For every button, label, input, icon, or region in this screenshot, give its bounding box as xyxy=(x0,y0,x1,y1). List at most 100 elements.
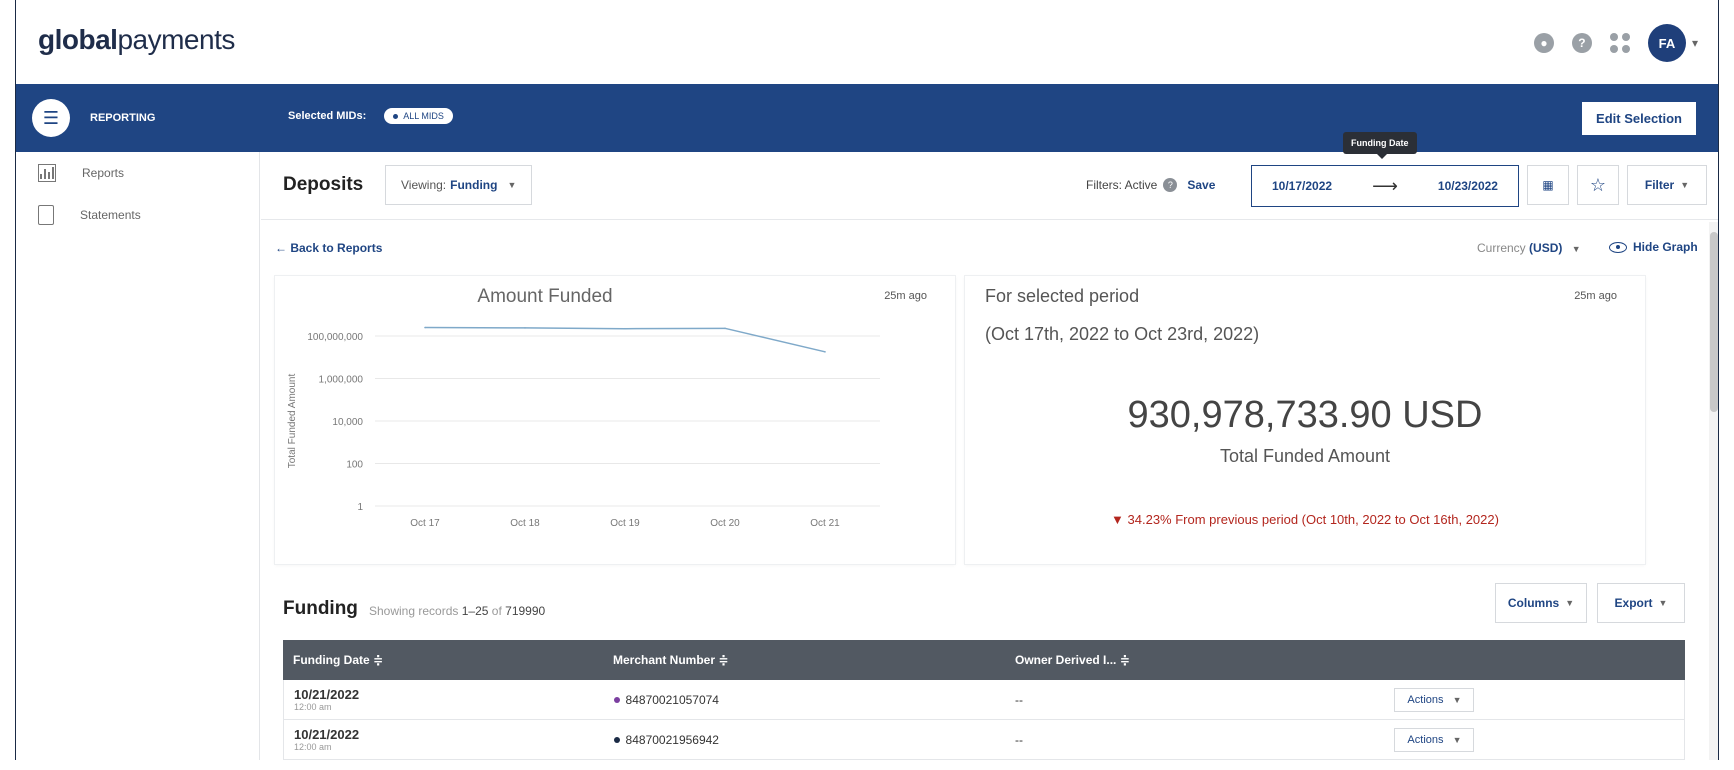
y-tick-label: 100 xyxy=(346,460,363,471)
date-from[interactable]: 10/17/2022 xyxy=(1272,179,1333,193)
status-dot-icon xyxy=(613,737,620,744)
owner-cell: -- xyxy=(1014,732,1023,747)
help-icon[interactable]: ? xyxy=(1163,178,1178,192)
records-prefix: Showing records xyxy=(369,604,459,618)
date-range-picker[interactable]: 10/17/2022 ⟶ 10/23/2022 xyxy=(1251,165,1519,207)
amount-funded-card: Amount Funded 25m ago 100,000,000 1,000,0… xyxy=(275,276,955,564)
avatar-caret-icon[interactable]: ▾ xyxy=(1691,36,1698,50)
data-point xyxy=(824,351,826,353)
x-tick-label: Oct 19 xyxy=(610,518,640,529)
actions-cell: Actions ▼ xyxy=(1394,727,1684,752)
filter-button[interactable]: Filter ▼ xyxy=(1627,165,1707,205)
top-header: globalpayments ● ? FA ▾ xyxy=(16,0,1718,84)
back-to-reports-link[interactable]: ← Back to Reports xyxy=(275,241,383,255)
sidebar: Reports Statements xyxy=(16,152,260,760)
filters-status: Filters: Active ? Save xyxy=(1086,178,1215,192)
records-count: Showing records 1–25 of 719990 xyxy=(369,604,545,618)
save-filter-link[interactable]: Save xyxy=(1187,178,1216,192)
actions-button[interactable]: Actions ▼ xyxy=(1394,687,1475,712)
export-label: Export xyxy=(1614,596,1653,610)
total-funded-value: 930,978,733.90 USD xyxy=(1127,394,1483,436)
table-row[interactable]: 10/21/2022 12:00 am 84870021057074 -- Ac… xyxy=(283,680,1685,720)
funding-time: 12:00 am xyxy=(294,742,332,752)
arrow-right-icon: ⟶ xyxy=(1372,175,1398,196)
merchant-cell: 84870021057074 xyxy=(604,693,1005,707)
selected-mids-label: Selected MIDs: xyxy=(288,110,367,122)
updated-timestamp: 25m ago xyxy=(884,290,927,302)
favorite-button[interactable]: ☆ xyxy=(1577,165,1619,205)
reporting-section[interactable]: ☰ REPORTING xyxy=(16,84,260,152)
edit-selection-button[interactable]: Edit Selection xyxy=(1582,102,1696,135)
avatar[interactable]: FA xyxy=(1647,24,1686,62)
col-funding-date[interactable]: Funding Date ≑ xyxy=(293,653,384,667)
x-tick-label: Oct 20 xyxy=(710,518,740,529)
notification-icon[interactable]: ● xyxy=(1533,33,1554,53)
actions-button[interactable]: Actions ▼ xyxy=(1394,727,1475,752)
y-tick-label: 100,000,000 xyxy=(307,332,363,343)
col-merchant-number[interactable]: Merchant Number ≑ xyxy=(613,653,729,667)
records-total: 719990 xyxy=(505,604,546,618)
all-mids-chip[interactable]: ALL MIDS xyxy=(384,108,453,124)
help-icon[interactable]: ? xyxy=(1571,33,1592,53)
brand-logo[interactable]: globalpayments xyxy=(38,24,235,56)
table-row[interactable]: 10/21/2022 12:00 am 84870021956942 -- Ac… xyxy=(283,720,1685,760)
sidebar-item-label: Statements xyxy=(80,208,141,222)
sidebar-item-statements[interactable]: Statements xyxy=(16,194,259,236)
page-title: Deposits xyxy=(283,174,364,195)
chevron-down-icon: ▼ xyxy=(1571,244,1581,254)
export-button[interactable]: Export ▼ xyxy=(1597,583,1685,623)
chart-title: Amount Funded xyxy=(477,286,613,307)
deposits-toolbar: Deposits Viewing: Funding ▼ Filters: Act… xyxy=(261,132,1718,220)
viewing-value: Funding xyxy=(450,178,498,192)
actions-cell: Actions ▼ xyxy=(1394,687,1684,712)
table-header: Funding Date ≑ Merchant Number ≑ Owner D… xyxy=(283,640,1685,680)
data-point xyxy=(724,327,726,330)
funding-title: Funding xyxy=(283,598,358,619)
chevron-down-icon: ▼ xyxy=(1565,598,1575,608)
columns-label: Columns xyxy=(1507,596,1560,610)
selected-mids: Selected MIDs: ALL MIDS xyxy=(288,108,453,124)
filter-label: Filter xyxy=(1644,178,1675,192)
currency-selector[interactable]: Currency (USD) ▼ xyxy=(1477,241,1581,255)
calendar-icon: ▦ xyxy=(1542,178,1554,192)
dot-icon xyxy=(393,113,399,119)
document-icon xyxy=(38,205,54,225)
col-owner-derived[interactable]: Owner Derived I... ≑ xyxy=(1015,653,1130,667)
total-funded-label: Total Funded Amount xyxy=(1219,446,1391,466)
columns-button[interactable]: Columns ▼ xyxy=(1495,583,1587,623)
page-scrollbar[interactable] xyxy=(1709,222,1718,760)
period-change-indicator: ▼ 34.23% From previous period (Oct 10th,… xyxy=(1111,512,1499,527)
chevron-down-icon: ▼ xyxy=(1680,180,1690,190)
reporting-label: REPORTING xyxy=(90,112,156,124)
viewing-dropdown[interactable]: Viewing: Funding ▼ xyxy=(385,165,533,205)
date-to[interactable]: 10/23/2022 xyxy=(1437,179,1498,193)
filters-label: Filters: Active xyxy=(1086,178,1158,192)
hide-graph-toggle[interactable]: Hide Graph xyxy=(1609,240,1698,254)
data-point xyxy=(524,327,526,329)
funding-date-tooltip: Funding Date xyxy=(1343,132,1417,159)
funding-date: 10/21/2022 xyxy=(294,727,360,742)
sidebar-item-reports[interactable]: Reports xyxy=(16,152,259,194)
x-tick-label: Oct 21 xyxy=(810,518,840,529)
sidebar-item-label: Reports xyxy=(82,166,125,180)
merchant-number[interactable]: 84870021956942 xyxy=(625,732,719,747)
merchant-cell: 84870021956942 xyxy=(604,733,1005,747)
merchant-number[interactable]: 84870021057074 xyxy=(625,692,719,707)
chevron-down-icon: ▼ xyxy=(507,180,517,190)
main-content: Deposits Viewing: Funding ▼ Filters: Act… xyxy=(261,132,1718,760)
updated-timestamp: 25m ago xyxy=(1574,290,1617,302)
back-label: Back to Reports xyxy=(290,241,383,255)
x-tick-label: Oct 17 xyxy=(410,518,440,529)
app-frame: globalpayments ● ? FA ▾ ☰ REPORTING Sele… xyxy=(15,0,1719,760)
chevron-down-icon: ▼ xyxy=(1452,694,1462,705)
app-grid-icon[interactable] xyxy=(1609,33,1630,53)
currency-value: (USD) xyxy=(1529,241,1563,255)
scrollbar-thumb[interactable] xyxy=(1710,232,1718,412)
chevron-down-icon: ▼ xyxy=(1452,734,1462,745)
calendar-button[interactable]: ▦ xyxy=(1527,165,1569,205)
period-title: For selected period xyxy=(985,286,1140,306)
amount-funded-chart: 100,000,000 1,000,000 10,000 100 1 Total Fund… xyxy=(287,326,880,529)
currency-prefix: Currency xyxy=(1477,241,1526,255)
viewing-prefix: Viewing: xyxy=(401,178,447,192)
bar-chart-icon xyxy=(38,164,56,182)
